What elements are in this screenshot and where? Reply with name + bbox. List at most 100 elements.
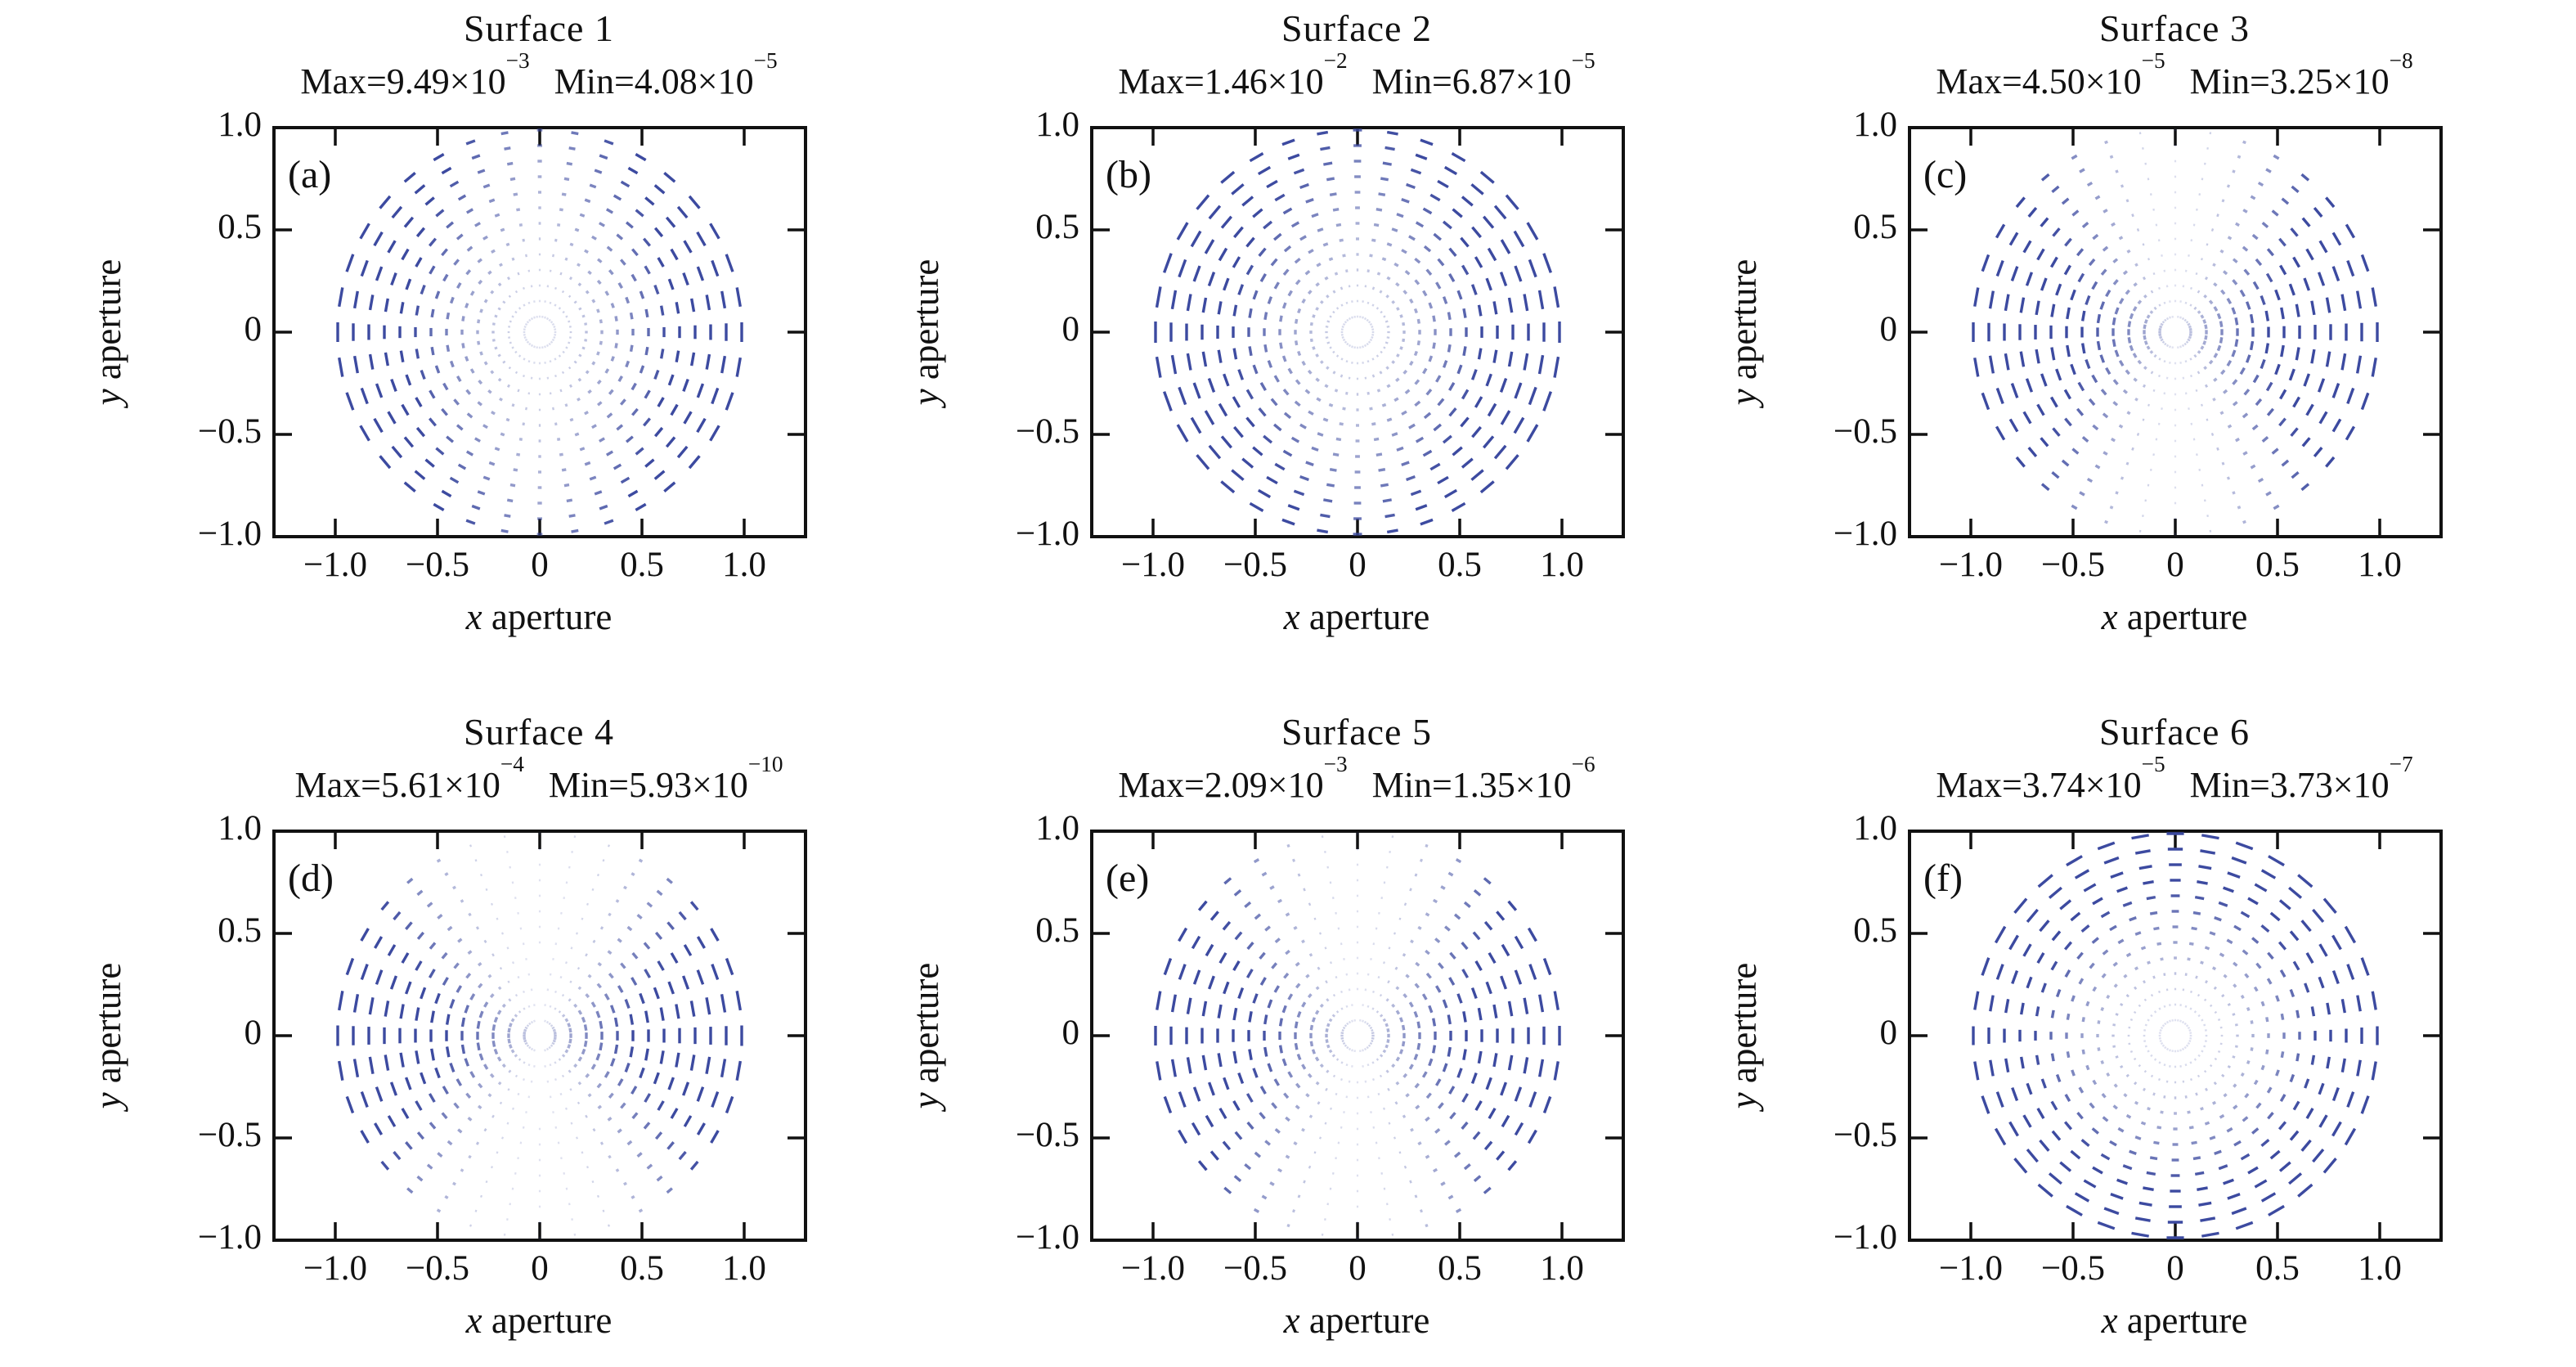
x-axis-variable: x [465,596,482,637]
x-axis-variable: x [2101,1300,2118,1341]
x-tick-label: −0.5 [405,1249,469,1288]
y-axis-variable: y [905,389,946,406]
x-tick-label: 0.5 [2255,546,2300,584]
y-tick-label: 0.5 [1035,911,1079,950]
y-tick-label: 1.0 [218,809,262,848]
x-tick-label: 0 [2166,546,2184,584]
aperture-dash-chart [1908,830,2443,1242]
panel-max-min: Max=5.61×10−4 Min=5.93×10−10 [133,752,945,806]
aperture-plot [272,126,807,538]
x-axis-label: x aperture [1283,596,1430,637]
aperture-plot [1090,830,1625,1242]
y-tick-label: −1.0 [197,1218,262,1257]
y-tick-label: 0 [1061,310,1080,348]
panel-letter: (f) [1923,857,1963,900]
y-tick-label: 0 [244,1014,263,1052]
max-value: Max=3.74×10−5 [1936,752,2165,805]
max-value: Max=1.46×10−2 [1118,48,1348,101]
x-axis-label: x aperture [2101,1300,2248,1341]
panel-title: Surface 1 [464,7,614,49]
y-tick-label: 1.0 [1853,106,1897,144]
x-tick-label: 1.0 [722,1249,766,1288]
y-tick-label: −0.5 [197,412,262,451]
x-tick-label: 1.0 [1540,546,1584,584]
y-tick-label: −1.0 [1015,1218,1079,1257]
panel-letter: (d) [288,857,334,900]
max-value: Max=9.49×10−3 [300,48,530,101]
x-tick-label: 0 [1349,1249,1367,1288]
y-tick-label: 0 [1879,310,1898,348]
min-value: Min=5.93×10−10 [548,752,783,805]
max-value: Max=5.61×10−4 [294,752,524,805]
surface-panel-3: Surface 3 Max=4.50×10−5 Min=3.25×10−8 (c)… [1636,0,2494,663]
y-tick-label: 1.0 [1035,106,1079,144]
surface-panel-5: Surface 5 Max=2.09×10−3 Min=1.35×10−6 (e)… [818,704,1676,1367]
x-tick-label: −0.5 [1223,1249,1287,1288]
x-tick-label: 1.0 [2358,546,2402,584]
panel-max-min: Max=3.74×10−5 Min=3.73×10−7 [1769,752,2576,806]
min-value: Min=6.87×10−5 [1371,48,1595,101]
x-tick-label: −1.0 [303,1249,367,1288]
panel-max-min: Max=2.09×10−3 Min=1.35×10−6 [951,752,1762,806]
x-tick-label: 0 [531,1249,549,1288]
x-axis-variable: x [1283,596,1300,637]
y-tick-label: 0.5 [218,911,262,950]
y-tick-label: −0.5 [1833,412,1897,451]
y-tick-label: −0.5 [1833,1116,1897,1154]
x-tick-label: −0.5 [405,546,469,584]
x-axis-label: x aperture [1283,1300,1430,1341]
x-tick-label: 0 [1349,546,1367,584]
y-axis-variable: y [905,1092,946,1109]
x-tick-label: 0.5 [1438,1249,1482,1288]
panel-max-min: Max=4.50×10−5 Min=3.25×10−8 [1769,48,2576,102]
surface-panel-4: Surface 4 Max=5.61×10−4 Min=5.93×10−10 (d… [0,704,859,1367]
y-tick-label: 0.5 [1853,911,1897,950]
aperture-dash-chart [1090,830,1625,1242]
panel-title: Surface 3 [2099,7,2250,49]
x-tick-label: −1.0 [303,546,367,584]
y-tick-label: −1.0 [1833,515,1897,553]
y-tick-label: 0 [1061,1014,1080,1052]
aperture-plot [1908,126,2443,538]
x-tick-label: 0.5 [620,546,664,584]
y-axis-variable: y [88,389,128,406]
y-tick-label: 0.5 [1853,208,1897,246]
panel-title: Surface 2 [1281,7,1432,49]
x-axis-label: x aperture [465,596,613,637]
x-axis-variable: x [465,1300,482,1341]
y-tick-label: 1.0 [218,106,262,144]
aperture-dash-chart [272,830,807,1242]
panel-title: Surface 5 [1281,711,1432,753]
panel-letter: (a) [288,153,332,196]
x-axis-label: x aperture [2101,596,2248,637]
surface-panel-2: Surface 2 Max=1.46×10−2 Min=6.87×10−5 (b)… [818,0,1676,663]
x-tick-label: −1.0 [1120,1249,1185,1288]
panel-title: Surface 6 [2099,711,2250,753]
x-tick-label: 1.0 [2358,1249,2402,1288]
panel-letter: (c) [1923,153,1968,196]
panel-title: Surface 4 [464,711,614,753]
aperture-plot [1090,126,1625,538]
x-axis-label: x aperture [465,1300,613,1341]
min-value: Min=1.35×10−6 [1371,752,1595,805]
y-tick-label: −0.5 [1015,412,1079,451]
x-tick-label: 0 [2166,1249,2184,1288]
min-value: Min=4.08×10−5 [554,48,778,101]
x-tick-label: 0.5 [620,1249,664,1288]
min-value: Min=3.25×10−8 [2189,48,2413,101]
aperture-dash-chart [272,126,807,538]
y-axis-variable: y [88,1092,128,1109]
y-axis-variable: y [1723,389,1764,406]
y-tick-label: 1.0 [1035,809,1079,848]
y-tick-label: −1.0 [197,515,262,553]
x-tick-label: −1.0 [1938,546,2003,584]
x-tick-label: −0.5 [1223,546,1287,584]
surface-panel-1: Surface 1 Max=9.49×10−3 Min=4.08×10−5 (a)… [0,0,859,663]
x-tick-label: 0.5 [2255,1249,2300,1288]
x-tick-label: 0 [531,546,549,584]
aperture-dash-chart [1908,126,2443,538]
y-tick-label: 1.0 [1853,809,1897,848]
x-tick-label: 1.0 [1540,1249,1584,1288]
panel-letter: (b) [1106,153,1151,196]
